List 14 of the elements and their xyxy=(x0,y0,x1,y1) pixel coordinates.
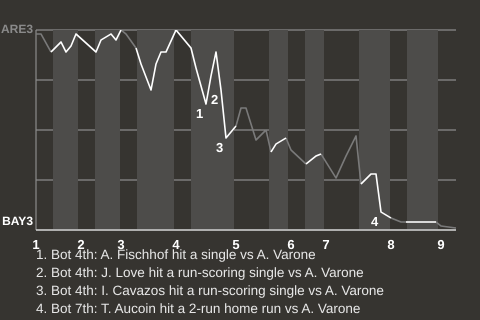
x-tick-label: 5 xyxy=(232,237,240,252)
x-tick-label: 8 xyxy=(387,237,395,252)
x-tick-label: 6 xyxy=(287,237,295,252)
text: 2. Bot 4th: J. Love hit a run-scoring single vs A. Varone xyxy=(36,264,365,282)
text: BAY3 xyxy=(2,214,33,228)
annotation: 4 xyxy=(371,214,379,229)
text: 4. Bot 7th: T. Aucoin hit a 2-run home run vs A. Varone xyxy=(36,300,362,318)
annotation: 3 xyxy=(216,140,224,155)
x-tick-label: 9 xyxy=(437,237,445,252)
annotation: 1 xyxy=(196,106,204,121)
text: 3. Bot 4th: I. Cavazos hit a run-scoring single vs A. Varone xyxy=(36,282,384,300)
text: ARE3 xyxy=(0,22,33,36)
annotation: 2 xyxy=(211,92,218,107)
x-tick-label: 7 xyxy=(322,237,330,252)
